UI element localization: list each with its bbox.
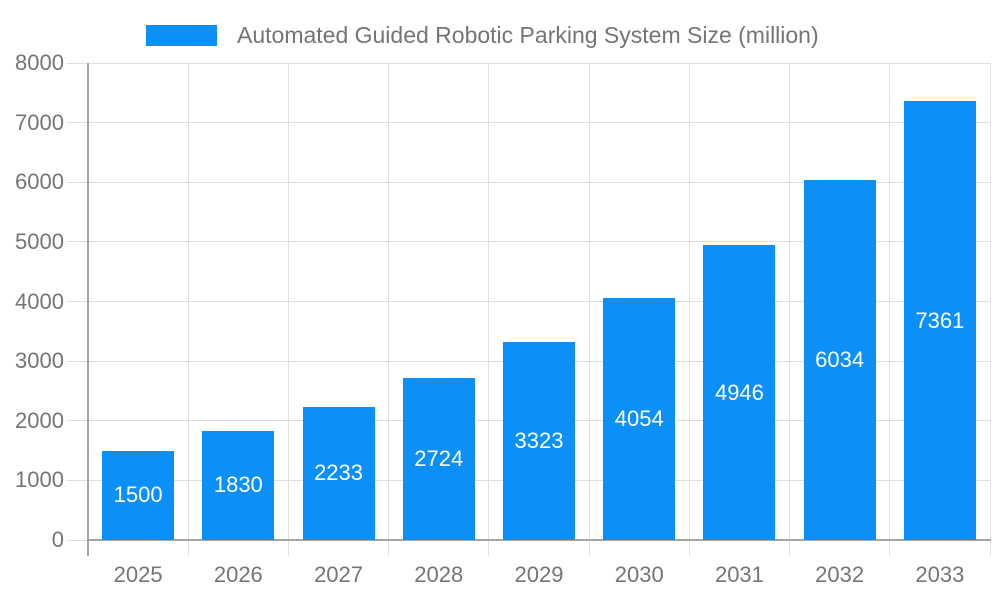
bar-value-label: 1500 [113,482,163,508]
y-gridline [67,62,990,64]
y-tick-label: 4000 [15,288,64,314]
y-tick-label: 3000 [15,348,64,374]
x-gridline [388,63,390,556]
bar-2029: 3323 [503,341,575,540]
y-tick-label: 6000 [15,169,64,195]
bar-2032: 6034 [803,180,876,540]
x-tick-label: 2031 [714,562,764,587]
y-tick-label: 2000 [15,407,64,433]
x-tick-label: 2033 [915,562,965,587]
y-tick-label: 7000 [15,109,64,135]
y-gridline [67,241,990,243]
bar-value-label: 6034 [815,347,865,373]
x-gridline [688,63,690,556]
y-tick-label: 5000 [15,228,64,254]
x-gridline [488,63,490,556]
bar-2026: 1830 [202,430,275,540]
x-gridline [588,63,590,556]
bar-value-label: 2233 [314,460,364,486]
x-tick-label: 2027 [314,562,364,587]
bar-value-label: 1830 [213,472,263,498]
bar-2031: 4946 [703,245,776,540]
x-tick-label: 2029 [514,562,564,587]
x-tick-label: 2026 [213,562,263,587]
x-gridline [789,63,791,556]
bar-2025: 1500 [102,450,175,540]
x-gridline [287,63,289,556]
y-gridline [67,122,990,124]
y-gridline [67,181,990,183]
bar-2030: 4054 [603,298,676,540]
bar-value-label: 4946 [714,379,764,405]
legend-swatch [146,25,217,46]
y-gridline [67,301,990,302]
x-gridline [989,63,991,556]
bar-value-label: 2724 [414,445,464,471]
bar-value-label: 3323 [514,427,564,453]
x-axis-line [87,539,991,541]
bar-value-label: 4054 [614,406,664,432]
y-tick-label: 8000 [15,50,64,75]
chart-legend: Automated Guided Robotic Parking System … [146,22,819,49]
x-gridline [889,63,891,556]
x-tick-label: 2025 [113,562,163,587]
x-tick-label: 2028 [414,562,464,587]
y-tick-label: 1000 [15,467,64,493]
legend-label: Automated Guided Robotic Parking System … [237,22,819,48]
x-gridline [187,63,189,556]
x-tick-label: 2032 [815,562,865,587]
bar-2028: 2724 [402,377,475,540]
bar-2033: 7361 [903,101,976,540]
y-tick-label: 0 [51,527,64,552]
x-tick-label: 2030 [614,562,664,587]
y-axis-line [87,63,89,556]
bar-value-label: 7361 [915,307,965,333]
bar-2027: 2233 [302,406,375,540]
